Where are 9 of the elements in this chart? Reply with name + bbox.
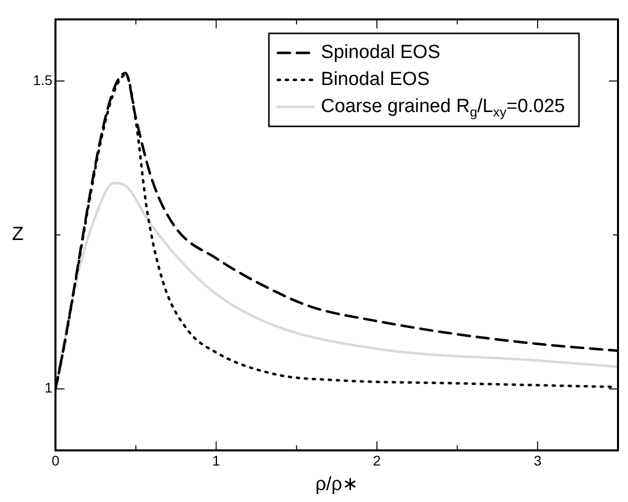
y-axis-title: Z bbox=[12, 224, 24, 246]
x-axis-title: ρ/ρ∗ bbox=[315, 474, 358, 495]
x-tick-label: 1 bbox=[212, 452, 220, 469]
x-tick-label: 2 bbox=[373, 452, 382, 469]
x-tick-label: 0 bbox=[52, 452, 60, 469]
x-tick-label: 3 bbox=[534, 452, 542, 469]
y-tick-label: 1.5 bbox=[32, 72, 53, 88]
legend-label: Binodal EOS bbox=[320, 69, 430, 90]
legend-label: Spinodal EOS bbox=[320, 42, 440, 64]
